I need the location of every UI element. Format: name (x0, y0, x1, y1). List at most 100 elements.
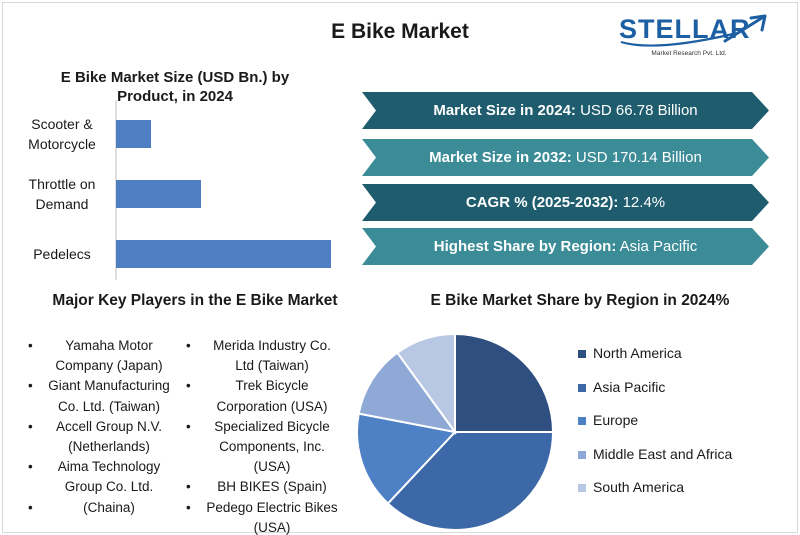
key-players-title: Major Key Players in the E Bike Market (52, 292, 338, 309)
stat-arrow-shape (362, 139, 769, 176)
key-player-item: • Pedego Electric Bikes (USA) (186, 498, 346, 535)
bar-chart-title-line: E Bike Market Size (USD Bn.) by (60, 69, 290, 86)
stat-label: Highest Share by Region: (433, 238, 617, 255)
stellar-logo: STELLAR Market Research Pvt. Ltd. (615, 8, 775, 64)
legend-item: South America (578, 479, 732, 513)
legend-label: North America (593, 345, 682, 361)
stat-box: Market Size in 2032: USD 170.14 Billion (362, 139, 769, 176)
bar-chart-title-line: Product, in 2024 (117, 88, 233, 105)
bar-category-label: Demand (36, 196, 89, 212)
pie-legend: North America Asia Pacific Europe Middle Ea… (578, 345, 732, 513)
legend-label: Middle East and Africa (593, 445, 733, 462)
key-player-text: Corporation (USA) (216, 398, 328, 414)
key-player-text: Ltd (Taiwan) (235, 358, 309, 374)
bullet-icon: • (28, 459, 33, 475)
page-title: E Bike Market (331, 20, 469, 43)
key-player-item: • Yamaha Motor Company (Japan) (28, 336, 178, 376)
key-player-item: • Merida Industry Co. Ltd (Taiwan) (186, 336, 346, 376)
stat-value: USD 66.78 Billion (575, 102, 698, 119)
pie-slice (386, 431, 555, 531)
legend-swatch (578, 350, 586, 358)
stat-arrow-shape (362, 184, 769, 221)
legend-label: Asia Pacific (593, 378, 666, 395)
legend-label: South America (593, 479, 685, 495)
bar-category-label: Scooter & (31, 116, 93, 132)
pie-slice (396, 332, 456, 436)
bar (116, 120, 151, 148)
stat-value: 12.4% (618, 194, 666, 211)
legend-swatch (578, 417, 586, 425)
key-player-text: Yamaha Motor (65, 338, 153, 353)
key-player-item: • Giant Manufacturing Co. Ltd. (Taiwan) (28, 376, 178, 416)
legend-item: Asia Pacific (578, 379, 732, 413)
bullet-icon: • (28, 338, 33, 353)
bar-category-label: Motorcycle (28, 136, 96, 152)
pie-chart (356, 332, 555, 531)
stat-text: Market Size in 2024: USD 66.78 Billion (362, 92, 769, 129)
bullet-icon: • (28, 499, 33, 515)
key-player-text: Company (Japan) (55, 358, 163, 374)
key-player-text: Giant Manufacturing (48, 378, 170, 394)
bar-category-label: Throttle on (29, 176, 96, 192)
key-player-item: • BH BIKES (Spain) (186, 477, 346, 497)
stat-label: Market Size in 2032: (429, 149, 572, 166)
bullet-icon: • (186, 499, 191, 515)
key-player-text: Co. Ltd. (Taiwan) (57, 398, 161, 414)
bullet-icon: • (186, 338, 191, 353)
legend-item: Middle East and Africa (578, 446, 732, 480)
logo-graphic: STELLAR (619, 14, 767, 47)
stat-box: Market Size in 2024: USD 66.78 Billion (362, 92, 769, 129)
legend-label: Europe (593, 412, 639, 428)
legend-item: Europe (578, 412, 732, 446)
stat-label: Market Size in 2024: (433, 102, 576, 119)
pie-chart-title: E Bike Market Share by Region in 2024% (430, 292, 730, 309)
pie-slice (356, 412, 457, 505)
bar-chart-title: E Bike Market Size (USD Bn.) by Product, … (40, 68, 310, 106)
svg-text:STELLAR: STELLAR (619, 14, 751, 44)
pie-slice (454, 332, 555, 433)
bullet-icon: • (186, 418, 191, 434)
legend-swatch (578, 383, 586, 392)
stat-box: CAGR % (2025-2032): 12.4% (362, 184, 769, 221)
stat-text: Market Size in 2032: USD 170.14 Billion (362, 139, 769, 176)
key-player-text: Accell Group N.V. (55, 418, 163, 434)
key-player-text: (Chaina) (83, 499, 135, 515)
legend-swatch (578, 450, 586, 459)
key-player-text: Aima Technology (57, 459, 161, 475)
key-player-text: (Netherlands) (68, 439, 150, 455)
stat-text: Highest Share by Region: Asia Pacific (362, 228, 769, 265)
logo-subtitle: Market Research Pvt. Ltd. (651, 50, 727, 57)
key-player-text: Components, Inc. (219, 439, 325, 455)
bar-chart: Scooter & Motorcycle Throttle on Demand Pede… (28, 100, 331, 280)
stat-label: CAGR % (2025-2032): (465, 194, 619, 211)
key-player-text: BH BIKES (Spain) (217, 479, 327, 495)
key-player-item: • Aima Technology Group Co. Ltd. (28, 457, 178, 497)
stat-text: CAGR % (2025-2032): 12.4% (362, 184, 769, 221)
key-player-text: (USA) (253, 459, 291, 475)
key-player-text: Group Co. Ltd. (64, 479, 154, 495)
key-player-text: Merida Industry Co. (213, 338, 331, 353)
pie-slice (357, 351, 458, 434)
key-players-right-column: • Merida Industry Co. Ltd (Taiwan) • Trek Bi… (186, 336, 346, 535)
key-player-item: • Trek Bicycle Corporation (USA) (186, 376, 346, 416)
bar (116, 180, 201, 208)
key-player-item: • Accell Group N.V. (Netherlands) (28, 417, 178, 457)
key-player-item: • Specialized Bicycle Components, Inc. (USA… (186, 417, 346, 478)
bar (116, 240, 331, 268)
key-players-left-column: • Yamaha Motor Company (Japan) • Giant Manuf… (28, 336, 178, 518)
stat-arrow-shape (362, 92, 769, 129)
stat-value: USD 170.14 Billion (571, 149, 702, 166)
bullet-icon: • (186, 378, 191, 394)
bar-category-label: Pedelecs (33, 246, 91, 262)
key-player-text: Pedego Electric Bikes (206, 499, 338, 515)
key-player-text: Trek Bicycle (235, 378, 309, 394)
stat-arrow-shape (362, 228, 769, 265)
bullet-icon: • (186, 479, 191, 495)
key-player-text: (USA) (253, 519, 291, 535)
bullet-icon: • (28, 418, 33, 434)
bullet-icon: • (28, 378, 33, 394)
stat-box: Highest Share by Region: Asia Pacific (362, 228, 769, 265)
legend-swatch (578, 484, 586, 492)
key-player-item: • (Chaina) (28, 498, 178, 518)
